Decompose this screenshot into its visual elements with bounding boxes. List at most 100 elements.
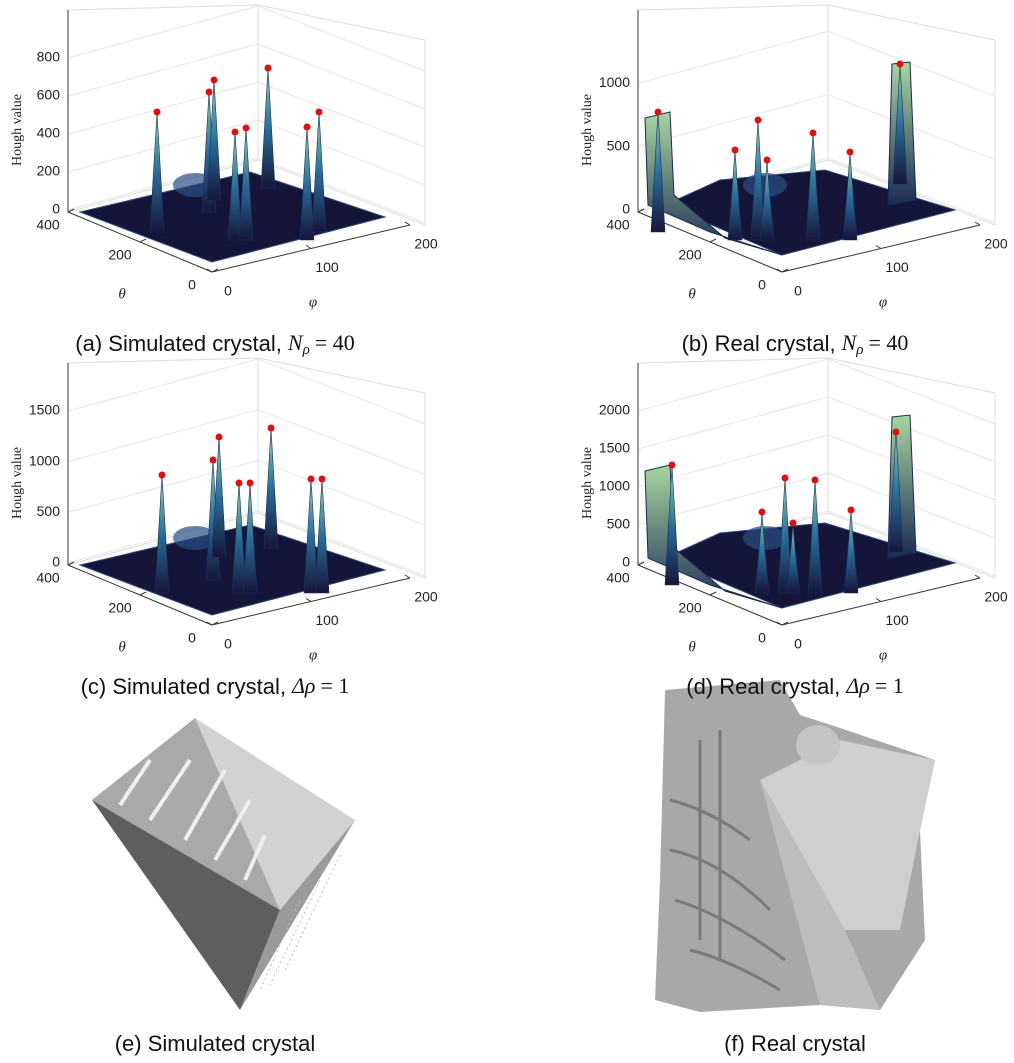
caption: (d) Real crystal,Δρ= 1 (686, 673, 903, 699)
z-tick-label: 1000 (599, 74, 630, 90)
z-tick-label: 500 (607, 516, 631, 532)
grid-line (638, 359, 828, 411)
peak-marker (154, 109, 161, 116)
z-axis-label: Hough value (10, 447, 25, 519)
grid-line (258, 460, 425, 525)
peak-marker (247, 480, 254, 487)
surface-bump (743, 526, 787, 550)
grid-line (258, 120, 425, 185)
z-tick-label: 500 (37, 503, 61, 519)
z-tick-label: 0 (622, 554, 630, 570)
tick-mark (405, 575, 410, 578)
peak-marker (265, 65, 272, 72)
peak-marker (304, 124, 311, 131)
caption-math-sub: ρ (302, 342, 310, 358)
theta-tick-label: 0 (188, 277, 196, 293)
phi-axis-label: φ (309, 294, 317, 310)
grid-line (68, 44, 258, 96)
theta-axis-label: θ (118, 639, 126, 655)
tick-mark (710, 592, 716, 595)
theta-tick-label: 200 (678, 600, 702, 616)
phi-tick-label: 100 (885, 612, 909, 628)
surface-plot: 05001000Hough value02004000100200θφ (580, 5, 1008, 310)
peak-marker (268, 425, 275, 432)
theta-axis-label: θ (688, 286, 696, 302)
grid-line (638, 397, 828, 449)
grid-line (68, 120, 258, 172)
grid-line (258, 44, 425, 109)
figure: 0200400600800Hough value02004000100200θφ… (0, 0, 1014, 1063)
caption-math-rest: = 40 (315, 330, 355, 355)
z-axis-label: Hough value (580, 447, 595, 519)
caption: (e) Simulated crystal (115, 1031, 316, 1056)
caption: (f) Real crystal (724, 1031, 866, 1056)
phi-tick-label: 100 (885, 259, 909, 275)
peak-marker (759, 509, 766, 516)
z-tick-label: 1500 (599, 440, 630, 456)
peak-marker (732, 147, 739, 154)
peak-marker (848, 507, 855, 514)
theta-tick-label: 0 (758, 630, 766, 646)
grid-line (258, 410, 425, 475)
tick-mark (405, 222, 410, 225)
peak-marker (236, 480, 243, 487)
phi-tick-label: 0 (794, 283, 802, 299)
theta-axis-label: θ (118, 286, 126, 302)
simulated-crystal-render (92, 718, 355, 1010)
phi-tick-label: 100 (315, 612, 339, 628)
theta-tick-label: 400 (606, 570, 630, 586)
caption-label: (e) Simulated crystal (115, 1031, 316, 1056)
z-tick-label: 0 (52, 554, 60, 570)
grid-line (258, 6, 425, 71)
z-tick-label: 800 (37, 49, 61, 65)
z-tick-label: 400 (37, 125, 61, 141)
z-tick-label: 1000 (29, 452, 60, 468)
grid-line (68, 410, 258, 462)
theta-tick-label: 200 (108, 247, 132, 263)
z-tick-label: 1500 (29, 402, 60, 418)
grid-line (258, 359, 425, 424)
caption-math: N (841, 330, 858, 355)
tick-mark (306, 599, 311, 602)
tick-mark (975, 222, 980, 225)
peak-marker (159, 472, 166, 479)
theta-tick-label: 400 (606, 217, 630, 233)
caption-math-sub: ρ (855, 342, 863, 358)
tick-mark (876, 599, 881, 602)
peak-marker (847, 149, 854, 156)
peak-marker (206, 89, 213, 96)
peak-marker (308, 476, 315, 483)
grid-line (828, 359, 995, 424)
theta-tick-label: 400 (36, 217, 60, 233)
surface-peak (264, 428, 278, 548)
z-tick-label: 500 (607, 137, 631, 153)
grid-line (68, 6, 258, 58)
z-tick-label: 2000 (599, 402, 630, 418)
phi-axis-label: φ (879, 647, 887, 663)
peak-marker (810, 130, 817, 137)
z-axis-label: Hough value (580, 94, 595, 166)
caption: (b) Real crystal,Nρ = 40 (682, 330, 909, 358)
grid-line (68, 82, 258, 134)
theta-axis-label: θ (688, 639, 696, 655)
z-tick-label: 1000 (599, 478, 630, 494)
z-tick-label: 600 (37, 87, 61, 103)
z-tick-label: 0 (52, 201, 60, 217)
theta-tick-label: 200 (678, 247, 702, 263)
caption-math-rest: = 40 (869, 330, 909, 355)
peak-marker (790, 520, 797, 527)
caption: (c) Simulated crystal,Δρ= 1 (81, 673, 350, 699)
theta-tick-label: 400 (36, 570, 60, 586)
caption-label: (b) Real crystal, (682, 331, 836, 356)
caption-math-rest: = 1 (320, 673, 349, 698)
real-crystal-render (655, 680, 935, 1012)
theta-tick-label: 200 (108, 600, 132, 616)
grid-line (638, 31, 828, 83)
phi-tick-label: 200 (984, 589, 1008, 605)
tick-mark (140, 239, 146, 242)
phi-tick-label: 200 (414, 236, 438, 252)
peak-marker (782, 475, 789, 482)
phi-tick-label: 0 (224, 636, 232, 652)
